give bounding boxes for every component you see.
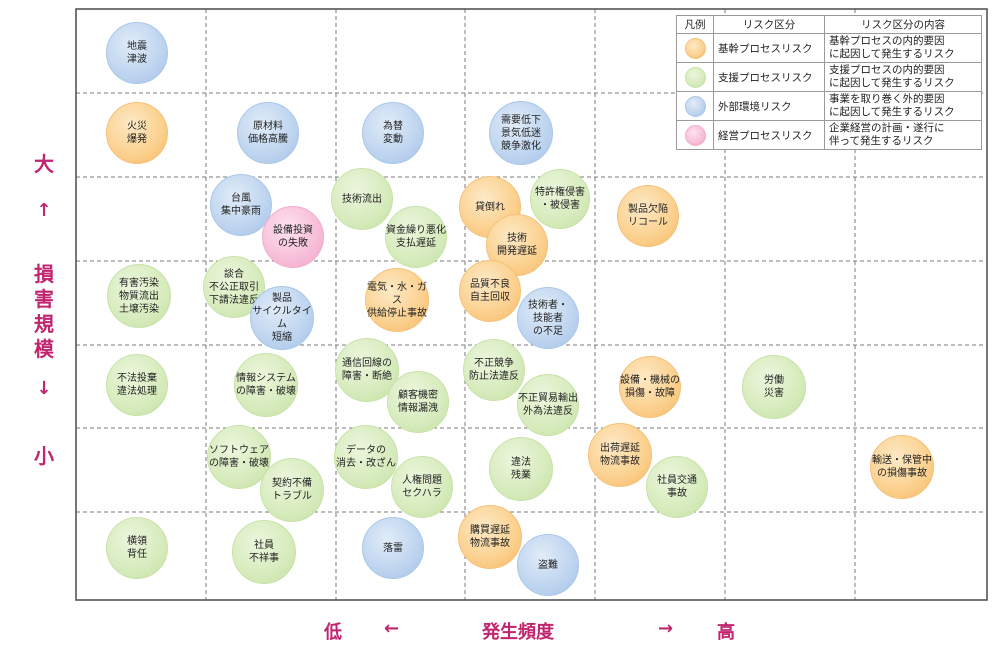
y-axis-arrow-down: ↓ xyxy=(36,378,52,399)
legend-header-description: リスク区分の内容 xyxy=(824,15,982,34)
y-axis-arrow-up: ↑ xyxy=(36,200,52,221)
risk-bubble: 設備・機械の 損傷・故障 xyxy=(619,356,681,418)
risk-bubble: 為替 変動 xyxy=(362,102,424,164)
legend-row: 基幹プロセスリスク 基幹プロセスの内的要因 に起因して発生するリスク xyxy=(676,33,982,63)
risk-bubble: 契約不備 トラブル xyxy=(260,458,324,522)
risk-bubble: ソフトウェア の障害・破壊 xyxy=(207,425,271,489)
plot-frame xyxy=(75,8,988,601)
blue-circle-icon xyxy=(684,95,706,117)
x-axis-label-high: 高 xyxy=(717,622,735,643)
legend-row: 外部環境リスク 事業を取り巻く外的要因 に起因して発生するリスク xyxy=(676,91,982,121)
risk-bubble: 地震 津波 xyxy=(106,22,168,84)
y-axis-label-top: 大 xyxy=(34,152,54,176)
risk-bubble: 原材料 価格高騰 xyxy=(237,102,299,164)
risk-bubble: 横領 背任 xyxy=(106,517,168,579)
y-axis-title: 損害規模 xyxy=(34,262,54,361)
green-circle-icon xyxy=(684,66,706,88)
legend-category-description: 企業経営の計画・遂行に 伴って発生するリスク xyxy=(824,120,982,150)
x-axis-arrow-left: ← xyxy=(384,618,400,639)
y-axis-label-bottom: 小 xyxy=(34,444,54,468)
x-axis-title: 発生頻度 xyxy=(482,622,554,643)
risk-bubble: 火災 爆発 xyxy=(106,102,168,164)
legend-header-category: リスク区分 xyxy=(713,15,825,34)
risk-bubble: 輸送・保管中 の損傷事故 xyxy=(870,435,934,499)
risk-bubble: 盗難 xyxy=(517,534,579,596)
legend-category-name: 外部環境リスク xyxy=(713,91,825,121)
risk-bubble: 不法投棄 違法処理 xyxy=(106,354,168,416)
risk-bubble: 購買遅延 物流事故 xyxy=(458,505,522,569)
legend-category-name: 支援プロセスリスク xyxy=(713,62,825,92)
legend-category-description: 事業を取り巻く外的要因 に起因して発生するリスク xyxy=(824,91,982,121)
x-axis-arrow-right: → xyxy=(658,618,674,639)
risk-bubble: 製品欠陥 リコール xyxy=(617,185,679,247)
legend-header-sample: 凡例 xyxy=(676,15,714,34)
risk-bubble: 製品 サイクルタイム 短縮 xyxy=(250,286,314,350)
risk-bubble: 情報システム の障害・破壊 xyxy=(234,353,298,417)
risk-bubble: 電気・水・ガス 供給停止事故 xyxy=(365,268,429,332)
risk-bubble: 社員交通 事故 xyxy=(646,456,708,518)
risk-bubble: 特許権侵害 ・被侵害 xyxy=(530,169,590,229)
risk-bubble: 違法 残業 xyxy=(489,437,553,501)
legend-category-name: 経営プロセスリスク xyxy=(713,120,825,150)
risk-bubble: 顧客機密 情報漏洩 xyxy=(387,371,449,433)
risk-bubble: 不正競争 防止法違反 xyxy=(463,339,525,401)
risk-bubble: 不正貿易輸出 外為法違反 xyxy=(517,374,579,436)
x-axis-label-low: 低 xyxy=(324,622,342,643)
risk-bubble: 資金繰り悪化 支払遅延 xyxy=(385,206,447,268)
orange-circle-icon xyxy=(684,37,706,59)
risk-bubble: 設備投資 の失敗 xyxy=(262,206,324,268)
risk-bubble: 品質不良 自主回収 xyxy=(459,260,521,322)
risk-bubble: データの 消去・改ざん xyxy=(334,425,398,489)
pink-circle-icon xyxy=(684,124,706,146)
legend-header-row: 凡例 リスク区分 リスク区分の内容 xyxy=(676,15,982,34)
risk-bubble: 落雷 xyxy=(362,517,424,579)
risk-bubble: 台風 集中豪雨 xyxy=(210,174,272,236)
legend-row: 経営プロセスリスク 企業経営の計画・遂行に 伴って発生するリスク xyxy=(676,120,982,150)
legend-table: 凡例 リスク区分 リスク区分の内容 基幹プロセスリスク 基幹プロセスの内的要因 … xyxy=(676,15,982,150)
risk-bubble: 技術者・ 技能者 の不足 xyxy=(517,287,579,349)
risk-bubble: 人権問題 セクハラ xyxy=(391,456,453,518)
risk-bubble: 技術流出 xyxy=(331,168,393,230)
risk-bubble: 通信回線の 障害・断絶 xyxy=(335,338,399,402)
risk-bubble: 社員 不祥事 xyxy=(232,520,296,584)
risk-bubble: 需要低下 景気低迷 競争激化 xyxy=(489,101,553,165)
legend-category-description: 基幹プロセスの内的要因 に起因して発生するリスク xyxy=(824,33,982,63)
legend-category-description: 支援プロセスの内的要因 に起因して発生するリスク xyxy=(824,62,982,92)
legend-row: 支援プロセスリスク 支援プロセスの内的要因 に起因して発生するリスク xyxy=(676,62,982,92)
risk-bubble: 出荷遅延 物流事故 xyxy=(588,423,652,487)
risk-bubble: 労働 災害 xyxy=(742,355,806,419)
risk-bubble: 有害汚染 物質流出 土壌汚染 xyxy=(107,264,171,328)
legend-category-name: 基幹プロセスリスク xyxy=(713,33,825,63)
